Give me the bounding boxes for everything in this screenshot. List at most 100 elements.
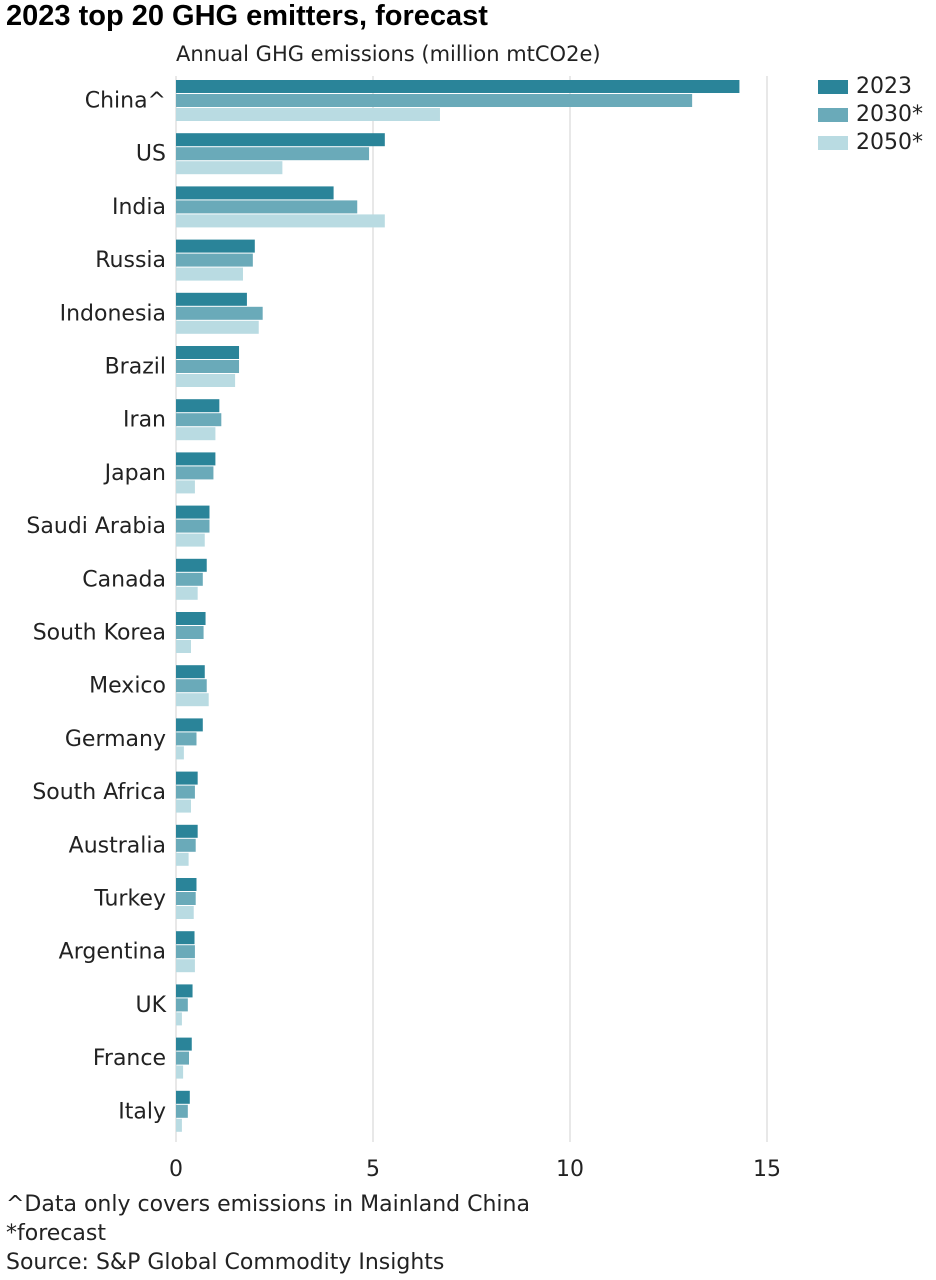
bar-turkey-2050: [176, 906, 194, 919]
gridlines: [175, 76, 768, 1142]
bar-italy-2023: [176, 1090, 190, 1104]
legend-label: 2030*: [856, 102, 923, 127]
legend-swatch: [818, 108, 848, 122]
bar-iran-2023: [176, 399, 220, 413]
category-label: Russia: [95, 248, 166, 273]
category-label: France: [93, 1046, 166, 1071]
bar-india-2050: [176, 214, 385, 228]
bar-germany-2050: [176, 746, 184, 760]
bar-australia-2050: [176, 852, 189, 866]
forecast-footnote: *forecast: [6, 1221, 106, 1246]
category-label: South Korea: [33, 621, 166, 646]
bar-china--2023: [176, 80, 740, 93]
bar-indonesia-2030: [176, 306, 263, 320]
bar-mexico-2023: [176, 665, 205, 679]
category-label: India: [112, 195, 166, 220]
bar-south-africa-2030: [176, 785, 195, 799]
legend-label: 2050*: [856, 130, 923, 155]
bar-france-2050: [176, 1065, 184, 1079]
x-axis-ticks: 0 5 10 15: [169, 1157, 781, 1182]
bar-argentina-2030: [176, 945, 195, 959]
category-label: Australia: [69, 833, 166, 858]
x-tick-label: 0: [169, 1157, 183, 1182]
bar-australia-2030: [176, 838, 196, 852]
bar-germany-2023: [176, 718, 203, 732]
bar-japan-2030: [176, 466, 214, 480]
bar-us-2030: [176, 147, 370, 161]
bar-iran-2050: [176, 427, 216, 441]
bar-indonesia-2050: [176, 320, 259, 334]
bar-saudi-arabia-2023: [176, 505, 210, 519]
bar-italy-2030: [176, 1104, 188, 1118]
footnotes: ^Data only covers emissions in Mainland …: [6, 1190, 530, 1277]
bar-south-korea-2023: [176, 612, 206, 625]
x-tick-label: 10: [556, 1157, 584, 1182]
chart-subtitle: Annual GHG emissions (million mtCO2e): [176, 42, 601, 66]
bar-russia-2030: [176, 253, 253, 267]
bar-india-2023: [176, 186, 334, 200]
bar-mexico-2050: [176, 693, 209, 707]
bar-south-africa-2023: [176, 771, 198, 785]
legend: 2023 2030* 2050*: [818, 74, 923, 155]
bar-indonesia-2023: [176, 292, 247, 306]
bars: [176, 80, 740, 1132]
bar-italy-2050: [176, 1118, 182, 1132]
bar-argentina-2023: [176, 931, 195, 945]
bar-brazil-2030: [176, 360, 240, 373]
bar-australia-2023: [176, 824, 198, 838]
legend-swatch: [818, 80, 848, 94]
bar-uk-2050: [176, 1012, 182, 1026]
bar-india-2030: [176, 200, 358, 214]
bar-saudi-arabia-2030: [176, 519, 210, 533]
category-label: Canada: [82, 567, 166, 592]
legend-label: 2023: [856, 74, 912, 99]
bar-china--2050: [176, 108, 440, 121]
bar-japan-2023: [176, 452, 216, 466]
bar-japan-2050: [176, 480, 195, 494]
bar-france-2023: [176, 1037, 192, 1051]
china-footnote: ^Data only covers emissions in Mainland …: [6, 1192, 530, 1217]
category-label: Italy: [118, 1099, 166, 1124]
bar-russia-2023: [176, 239, 255, 253]
category-label: Brazil: [105, 355, 166, 380]
category-label: Saudi Arabia: [26, 514, 166, 539]
bar-us-2050: [176, 161, 283, 175]
bar-brazil-2050: [176, 374, 236, 387]
bar-russia-2050: [176, 267, 243, 281]
bar-turkey-2023: [176, 878, 197, 891]
bar-uk-2030: [176, 998, 188, 1012]
category-label: US: [136, 142, 166, 167]
x-tick-label: 5: [366, 1157, 380, 1182]
chart-title: 2023 top 20 GHG emitters, forecast: [6, 0, 488, 32]
category-label: South Africa: [32, 780, 166, 805]
source-footnote: Source: S&P Global Commodity Insights: [6, 1250, 445, 1275]
bar-iran-2030: [176, 413, 222, 427]
bar-china--2030: [176, 94, 693, 107]
bar-south-africa-2050: [176, 799, 191, 813]
bar-us-2023: [176, 133, 385, 147]
bar-germany-2030: [176, 732, 197, 746]
bar-brazil-2023: [176, 346, 240, 359]
category-label: Japan: [103, 461, 166, 486]
bar-turkey-2030: [176, 892, 196, 905]
bar-france-2030: [176, 1051, 190, 1065]
bar-canada-2023: [176, 558, 207, 572]
bar-argentina-2050: [176, 959, 195, 973]
bar-saudi-arabia-2050: [176, 533, 205, 547]
category-label: Indonesia: [60, 301, 166, 326]
category-label: Iran: [123, 408, 166, 433]
x-tick-label: 15: [753, 1157, 781, 1182]
category-label: China^: [85, 89, 166, 114]
category-label: Germany: [65, 727, 166, 752]
legend-swatch: [818, 136, 848, 150]
bar-canada-2050: [176, 586, 198, 600]
bar-uk-2023: [176, 984, 193, 998]
bar-mexico-2030: [176, 679, 207, 693]
category-label: Argentina: [59, 940, 166, 965]
bar-canada-2030: [176, 572, 203, 586]
category-labels: China^ US India Russia Indonesia Brazil Iran Ja…: [26, 89, 166, 1125]
bar-south-korea-2030: [176, 626, 204, 639]
bar-south-korea-2050: [176, 640, 191, 653]
category-label: UK: [135, 993, 166, 1018]
